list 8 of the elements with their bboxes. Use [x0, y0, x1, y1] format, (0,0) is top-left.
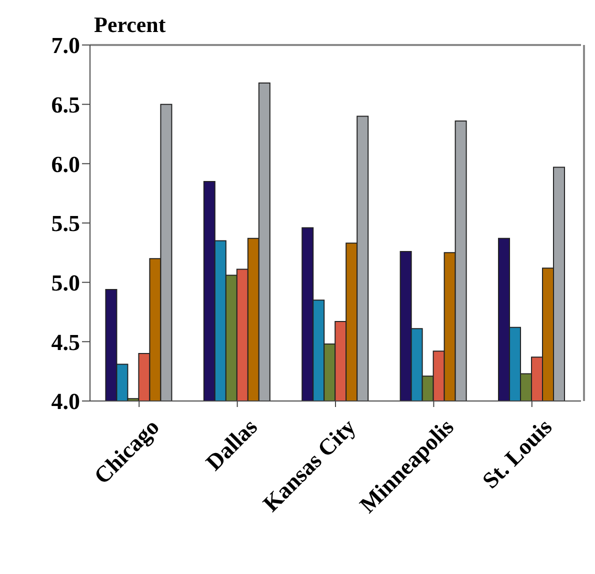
y-tick-label: 7.0	[51, 33, 80, 58]
y-tick-label: 4.5	[51, 330, 80, 355]
y-tick-label: 5.5	[51, 211, 80, 236]
y-tick-label: 6.0	[51, 152, 80, 177]
y-tick-label: 4.0	[51, 389, 80, 414]
y-tick-label: 5.0	[51, 270, 80, 296]
y-axis-title: Percent	[94, 12, 166, 38]
y-tick-label: 6.5	[51, 92, 80, 118]
